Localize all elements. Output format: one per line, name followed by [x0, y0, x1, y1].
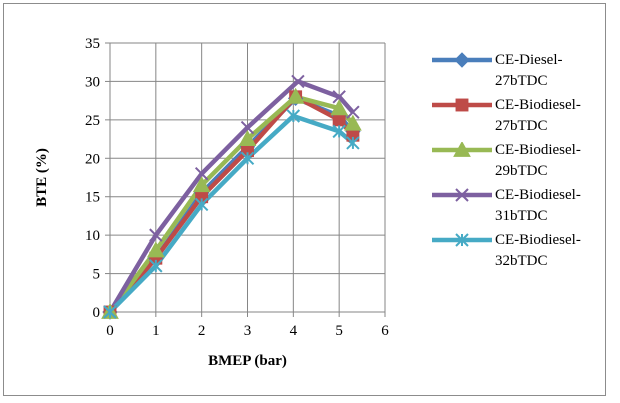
- data-point-s2-6: [332, 113, 346, 127]
- data-point-s4-5: [291, 74, 305, 89]
- legend-marker: [454, 52, 470, 68]
- data-point-s3-7: [344, 114, 362, 131]
- y-tick-label: 15: [85, 190, 100, 206]
- legend-item-5: CE-Biodiesel-32bTDC: [428, 230, 598, 275]
- data-point-s4-3: [194, 166, 209, 181]
- y-tick-label: 20: [85, 151, 100, 167]
- data-point-s5-5: [286, 109, 301, 123]
- y-tick-labels: 0 5 10 15 20 25 30 35: [85, 36, 100, 321]
- y-tick-label: 10: [85, 228, 100, 244]
- data-point-s5-7: [346, 136, 360, 150]
- x-tick-label: 3: [244, 323, 252, 339]
- y-tick-label: 25: [85, 113, 100, 129]
- data-point-s5-2: [149, 259, 163, 273]
- legend-label-2: CE-Biodiesel-27bTDC: [495, 97, 581, 134]
- data-point-s3-2: [146, 241, 165, 258]
- legend-label-5: CE-Biodiesel-32bTDC: [495, 232, 581, 269]
- data-point-s4-4: [240, 120, 255, 135]
- data-point-s3-6: [330, 99, 349, 116]
- y-axis-title: BTE (%): [34, 148, 50, 207]
- data-point-s3-4: [238, 130, 257, 146]
- series-line-3: [108, 94, 355, 314]
- data-point-s3-3: [192, 176, 211, 193]
- legend-swatch-1: [432, 52, 492, 68]
- legend-item-3: CE-Biodiesel-29bTDC: [428, 140, 598, 185]
- x-tick-label: 0: [106, 323, 114, 339]
- data-point-s3-5: [286, 87, 305, 104]
- x-axis-title: BMEP (bar): [208, 353, 287, 369]
- data-point-s4-2: [149, 228, 163, 242]
- x-tick-label: 1: [152, 323, 160, 339]
- legend-swatch-4: [432, 188, 492, 202]
- x-tick-label: 5: [335, 323, 343, 339]
- series-line-1: [108, 96, 355, 314]
- y-tick-label: 5: [93, 267, 101, 283]
- legend-item-1: CE-Diesel-27bTDC: [428, 50, 598, 95]
- legend-marker: [455, 98, 469, 112]
- series-markers: [101, 74, 362, 320]
- y-tick-label: 30: [85, 74, 100, 90]
- legend-marker: [453, 142, 471, 157]
- x-tick-labels: 0 1 2 3 4 5 6: [106, 323, 389, 339]
- chart-frame: [3, 3, 606, 396]
- y-tick-label: 0: [93, 305, 101, 321]
- legend-swatch-5: [432, 233, 492, 247]
- data-point-s5-6: [332, 124, 346, 139]
- data-point-s5-1: [103, 305, 117, 319]
- data-point-s5-3: [194, 197, 209, 212]
- legend-item-2: CE-Biodiesel-27bTDC: [428, 95, 598, 140]
- legend: CE-Diesel-27bTDC CE-Biodiesel-27bTDC CE-Bi…: [428, 50, 598, 275]
- legend-marker: [455, 188, 469, 202]
- legend-label-4: CE-Biodiesel-31bTDC: [495, 187, 581, 224]
- legend-swatch-2: [432, 98, 492, 112]
- axes: [105, 42, 386, 317]
- legend-item-4: CE-Biodiesel-31bTDC: [428, 185, 598, 230]
- legend-label-1: CE-Diesel-27bTDC: [495, 52, 563, 89]
- x-tick-label: 6: [381, 323, 389, 339]
- data-point-s4-6: [332, 90, 346, 104]
- y-tick-label: 35: [85, 36, 100, 52]
- x-tick-label: 2: [198, 323, 206, 339]
- legend-label-3: CE-Biodiesel-29bTDC: [495, 142, 581, 179]
- series-line-2: [108, 94, 355, 314]
- x-tick-label: 4: [290, 323, 298, 339]
- legend-swatch-3: [432, 142, 492, 157]
- legend-marker: [455, 233, 469, 247]
- data-point-s4-7: [346, 105, 360, 119]
- data-point-s5-4: [240, 151, 255, 165]
